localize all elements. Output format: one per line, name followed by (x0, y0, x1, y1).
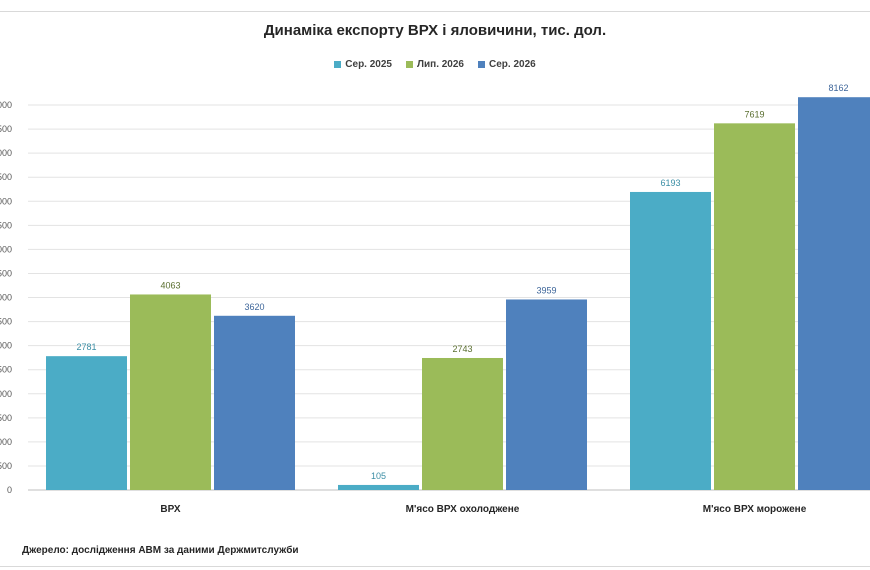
legend-item-series-1: Сер. 2025 (334, 59, 392, 70)
legend-label-series-1: Сер. 2025 (345, 59, 392, 70)
bar-chart: 0 500 1000 1500 2000 2500 3000 3500 4000 4500 5000… (0, 83, 870, 515)
bar-3-series-3 (798, 97, 870, 491)
data-label-2-series-2: 2743 (452, 344, 472, 354)
data-label-1-series-1: 2781 (76, 342, 96, 352)
legend-swatch-series-3 (478, 61, 485, 68)
legend-label-series-2: Лип. 2026 (416, 59, 464, 70)
data-label-3-series-1: 6193 (660, 178, 680, 188)
bar-2-series-1 (338, 484, 419, 490)
bar-2-series-3 (506, 299, 587, 490)
y-tick-label-5500: 5500 (0, 220, 12, 230)
top-border (0, 11, 870, 12)
data-label-2-series-1: 105 (371, 471, 386, 481)
category-label-3: М'ясо ВРХ морожене (703, 504, 807, 515)
legend-item-series-2: Лип. 2026 (405, 59, 464, 70)
y-tick-label-0: 0 (7, 485, 12, 495)
legend-swatch-series-1 (334, 61, 342, 68)
legend-swatch-series-2 (405, 61, 413, 68)
bar-2-series-2 (422, 357, 503, 490)
bar-3-series-2 (714, 123, 795, 490)
data-label-1-series-3: 3620 (244, 302, 264, 312)
y-tick-label-4000: 4000 (0, 293, 12, 303)
y-tick-label-6500: 6500 (0, 172, 12, 182)
y-tick-label-8000: 8000 (0, 100, 12, 110)
y-tick-label-4500: 4500 (0, 268, 12, 278)
data-label-1-series-2: 4063 (160, 280, 180, 290)
bar-1-series-3 (214, 315, 295, 490)
data-label-2-series-3: 3959 (536, 285, 556, 295)
y-tick-label-7500: 7500 (0, 124, 12, 134)
bar-1-series-1 (46, 356, 127, 490)
data-label-3-series-2: 7619 (744, 109, 764, 119)
y-tick-label-3500: 3500 (0, 317, 12, 327)
bottom-border (0, 566, 870, 567)
data-label-3-series-3: 8162 (828, 83, 848, 93)
y-tick-label-1500: 1500 (0, 413, 12, 423)
y-tick-label-2500: 2500 (0, 365, 12, 375)
legend: Сер. 2025 Лип. 2026 Сер. 2026 (0, 59, 870, 70)
y-tick-label-5000: 5000 (0, 244, 12, 254)
source-note: Джерело: дослідження АВМ за даними Держм… (22, 545, 299, 556)
chart-title: Динаміка експорту ВРХ і яловичини, тис. … (263, 22, 607, 39)
bar-1-series-2 (130, 294, 211, 490)
y-tick-label-3000: 3000 (0, 341, 12, 351)
bar-3-series-1 (630, 191, 711, 491)
y-tick-label-500: 500 (0, 461, 12, 471)
category-label-2: М'ясо ВРХ охолоджене (406, 504, 520, 515)
legend-label-series-3: Сер. 2026 (489, 59, 536, 70)
y-tick-label-7000: 7000 (0, 148, 12, 158)
y-tick-label-2000: 2000 (0, 389, 12, 399)
y-tick-label-1000: 1000 (0, 437, 12, 447)
legend-item-series-3: Сер. 2026 (478, 59, 536, 70)
category-label-1: ВРХ (160, 504, 181, 515)
